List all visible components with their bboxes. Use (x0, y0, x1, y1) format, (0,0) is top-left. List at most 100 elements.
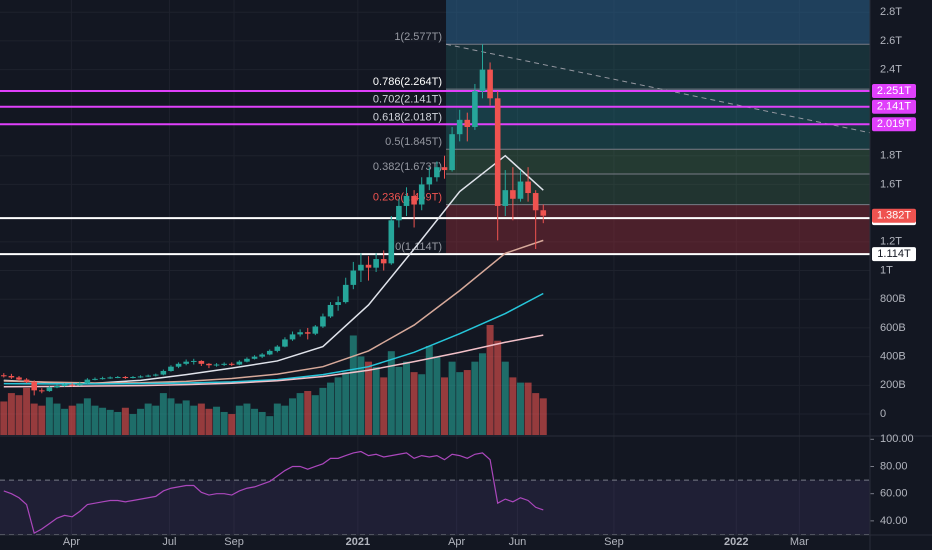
fib-zone (446, 89, 870, 107)
rsi-tick-label: 60.00 (880, 488, 908, 500)
volume-bar (175, 403, 183, 435)
volume-bar (205, 408, 213, 435)
volume-bar (387, 351, 395, 435)
candle-body (122, 377, 129, 379)
volume-bar (327, 382, 335, 435)
volume-bar (456, 372, 464, 435)
price-label-box (872, 247, 916, 262)
volume-bar (539, 398, 547, 435)
volume-bar (532, 393, 540, 435)
volume-bar (273, 403, 281, 435)
fib-label: 0.702(2.141T) (373, 94, 442, 106)
volume-bar (357, 356, 365, 435)
price-label: 1.114T (877, 248, 911, 260)
candle-body (99, 378, 106, 380)
rsi-line (3, 450, 544, 534)
candle-body (76, 383, 83, 386)
candle-body (320, 316, 326, 327)
x-tick-label: Sep (604, 536, 624, 548)
volume-bar (99, 407, 107, 435)
volume-bar (68, 405, 76, 435)
volume-bar (463, 370, 471, 435)
price-label-box (872, 208, 916, 223)
volume-bar (289, 398, 297, 435)
candle-body (510, 190, 516, 199)
volume-bar (266, 416, 274, 435)
volume-bar (0, 401, 8, 435)
candle-body (494, 98, 501, 206)
candle-body (449, 134, 455, 171)
fib-zone (446, 44, 870, 90)
volume-bar (501, 361, 509, 435)
x-tick-label: Apr (63, 536, 80, 548)
candle-body (289, 334, 296, 340)
volume-bar (7, 393, 15, 435)
volume-bar (486, 325, 494, 435)
y-tick-label: 800B (880, 293, 906, 305)
candle-body (92, 378, 98, 380)
volume-bar (334, 377, 342, 435)
volume-bar (30, 403, 38, 435)
fib-zone (446, 106, 870, 125)
volume-bar (197, 403, 205, 435)
rsi-tick-label: 100.00 (880, 433, 914, 445)
volume-bar (380, 377, 388, 435)
candle-body (297, 332, 303, 335)
candle-body (365, 264, 372, 268)
candle-body (198, 360, 205, 364)
candle-body (46, 387, 53, 392)
rsi-band (0, 480, 870, 535)
candle-body (16, 377, 22, 380)
volume-bar (433, 356, 441, 435)
candle-body (304, 332, 311, 334)
candle-body (426, 177, 433, 185)
volume-bar (509, 377, 517, 435)
volume-bar (395, 366, 403, 435)
candle-body (251, 356, 258, 359)
candle-body (236, 361, 243, 365)
volume-bar (76, 403, 84, 435)
candle-body (130, 377, 136, 379)
candle-body (456, 119, 463, 135)
candle-body (396, 205, 402, 221)
volume-bar (45, 397, 53, 435)
volume-bar (144, 403, 152, 435)
volume-bar (365, 361, 373, 435)
volume-bar (137, 408, 145, 435)
candle-body (418, 184, 425, 205)
candle-body (221, 363, 227, 365)
volume-bar (471, 361, 479, 435)
volume-bar (220, 411, 228, 435)
fib-label: 0.5(1.845T) (385, 136, 442, 148)
volume-bar (440, 377, 448, 435)
volume-bar (281, 405, 289, 435)
volume-bar (228, 414, 236, 435)
fib-label: 0(1.114T) (395, 241, 442, 253)
volume-bar (152, 405, 160, 435)
candle-body (532, 193, 539, 211)
volume-bar (182, 400, 190, 435)
candle-body (228, 363, 235, 365)
y-tick-label: 1.8T (880, 150, 902, 162)
price-label-box (872, 83, 916, 98)
candle-body (380, 259, 387, 264)
volume-bar (159, 393, 167, 435)
x-tick-label: 2022 (724, 536, 748, 548)
candle-body (282, 339, 288, 347)
candle-body (175, 363, 182, 367)
candle-body (327, 304, 334, 317)
rsi-tick-label: 80.00 (880, 460, 908, 472)
candle-body (411, 195, 417, 205)
volume-bar (23, 387, 31, 435)
price-label: 2.251T (877, 85, 912, 97)
candle-body (23, 379, 30, 382)
volume-bar (190, 405, 198, 435)
candle-body (213, 364, 220, 366)
candle-body (434, 167, 440, 178)
candle-body (517, 181, 524, 199)
volume-bar (342, 372, 350, 435)
volume-bar (410, 372, 418, 435)
candle-body (487, 69, 493, 99)
volume-bar (213, 406, 221, 435)
candle-body (358, 264, 364, 271)
